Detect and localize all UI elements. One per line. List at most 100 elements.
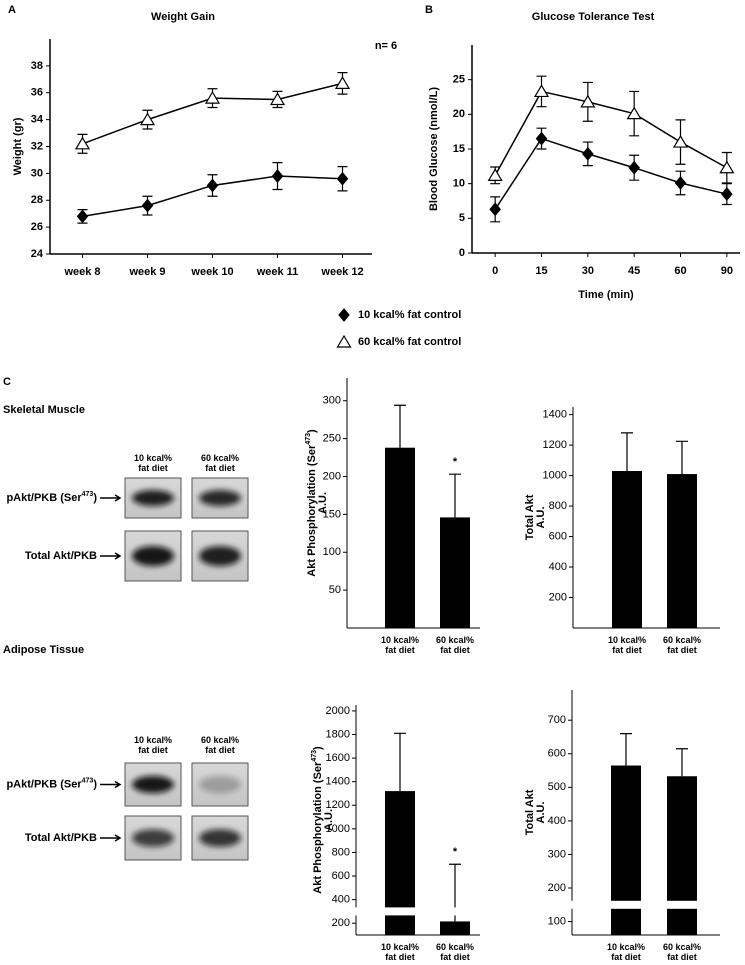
x-tick-label: 10 kcal% fat diet — [607, 635, 647, 655]
bar — [440, 517, 470, 628]
blot-band — [132, 546, 174, 566]
row-label-sup: 473 — [82, 777, 94, 784]
y-tick-label: 15 — [453, 143, 465, 155]
y-tick-label: 1200 — [326, 799, 350, 811]
arrow — [100, 834, 122, 842]
y-tick-label: 800 — [332, 846, 350, 858]
marker — [271, 169, 284, 184]
y-axis-label-line2: A.U. — [535, 507, 547, 529]
marker — [74, 136, 91, 150]
arrow — [100, 552, 122, 560]
annotation: * — [453, 456, 458, 468]
y-tick-label: 300 — [548, 848, 566, 860]
bar — [385, 447, 415, 628]
y-tick-label: 700 — [548, 714, 566, 726]
marker — [204, 90, 221, 104]
legend-label: 10 kcal% fat control — [358, 309, 461, 321]
y-tick-label: 1400 — [543, 409, 567, 421]
lane-label: 60 kcal% fat diet — [200, 453, 240, 473]
row-label-sup: 473 — [82, 491, 94, 498]
y-tick-label: 1000 — [326, 823, 350, 835]
lane-label: 60 kcal% fat diet — [200, 735, 240, 755]
y-tick-label: 32 — [31, 140, 43, 152]
y-tick-label: 200 — [548, 882, 566, 894]
x-tick-label: 90 — [721, 265, 733, 277]
error-bar — [621, 432, 633, 472]
marker — [141, 198, 154, 213]
annotation: * — [453, 846, 458, 858]
y-tick-label: 800 — [549, 500, 567, 512]
x-tick-label: 60 kcal% fat diet — [662, 635, 702, 655]
lane-label: 10 kcal% fat diet — [133, 735, 173, 755]
y-tick-label: 34 — [31, 114, 44, 126]
x-tick-label: 60 kcal% fat diet — [435, 942, 475, 962]
y-axis-label-tail: ) — [306, 429, 318, 433]
x-tick-label: week 9 — [128, 266, 165, 278]
y-axis-label-text: Akt Phosphorylation (Ser — [312, 761, 324, 894]
y-tick-label: 36 — [31, 87, 43, 99]
y-tick-label: 600 — [548, 748, 566, 760]
y-axis-label-text: Total Akt — [524, 789, 536, 835]
legend-label: 60 kcal% fat control — [358, 336, 461, 348]
y-axis-label-text: Akt Phosphorylation (Ser — [306, 444, 318, 577]
y-tick-label: 38 — [31, 60, 43, 72]
y-tick-label: 24 — [31, 248, 44, 260]
x-tick-label: week 11 — [256, 266, 299, 278]
y-tick-label: 400 — [548, 815, 566, 827]
y-tick-label: 0 — [459, 247, 465, 259]
x-tick-label: 60 kcal% fat diet — [662, 942, 702, 962]
bar — [667, 474, 697, 628]
x-tick-label: 0 — [492, 265, 498, 277]
annotation: n= 6 — [375, 40, 397, 52]
error-bar — [449, 473, 461, 518]
row-label-text: Total Akt/PKB — [25, 832, 97, 844]
error-bar — [394, 404, 406, 448]
y-tick-label: 400 — [549, 561, 567, 573]
blot-band — [132, 775, 174, 794]
x-tick-label: 45 — [628, 265, 640, 277]
blot-band — [132, 829, 174, 847]
error-bar — [676, 440, 688, 475]
marker — [334, 76, 351, 89]
x-tick-label: 60 kcal% fat diet — [435, 635, 475, 655]
y-tick-label: 200 — [323, 470, 341, 482]
bar — [612, 471, 642, 628]
blot-band — [199, 829, 241, 847]
error-bar — [394, 732, 406, 792]
y-tick-label: 600 — [549, 530, 567, 542]
panel-label: C — [3, 376, 11, 388]
x-tick-label: 30 — [582, 265, 594, 277]
x-tick-label: 10 kcal% fat diet — [606, 942, 646, 962]
marker — [206, 178, 219, 193]
marker — [76, 209, 89, 224]
y-tick-label: 300 — [323, 395, 341, 407]
y-tick-label: 2000 — [326, 705, 350, 717]
marker — [674, 176, 687, 190]
marker — [719, 160, 735, 174]
arrow — [100, 780, 122, 789]
y-axis-label-sup: 473 — [305, 433, 312, 445]
marker — [487, 168, 503, 181]
panel-label: B — [425, 4, 433, 16]
marker — [582, 146, 594, 161]
y-tick-label: 1000 — [543, 469, 567, 481]
row-label-text: Total Akt/PKB — [25, 550, 97, 562]
chart-title: Glucose Tolerance Test — [532, 11, 655, 23]
marker — [533, 84, 550, 98]
y-tick-label: 250 — [323, 433, 341, 445]
x-axis-label: Time (min) — [578, 289, 634, 301]
x-tick-label: 10 kcal% fat diet — [380, 635, 420, 655]
series-line — [494, 137, 728, 210]
bar — [440, 921, 470, 935]
chart-title: Weight Gain — [151, 11, 215, 23]
blot-band — [199, 775, 241, 794]
y-tick-label: 20 — [453, 108, 465, 120]
y-tick-label: 1400 — [326, 776, 350, 788]
y-tick-label: 50 — [329, 584, 341, 596]
marker — [628, 160, 640, 175]
x-tick-label: week 12 — [320, 266, 363, 278]
x-tick-label: week 10 — [190, 266, 233, 278]
row-label: pAkt/PKB (Ser473) — [6, 491, 97, 504]
